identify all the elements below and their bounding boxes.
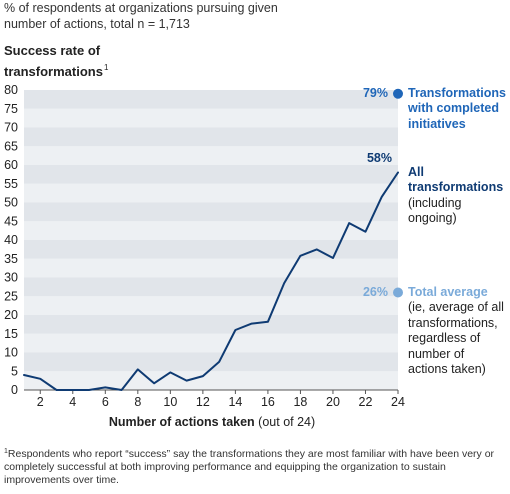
- average-percent-label: 26%: [362, 284, 388, 299]
- x-tick-label: 16: [261, 395, 275, 409]
- grid-band: [24, 258, 398, 278]
- all-annotation-line: All: [408, 164, 424, 179]
- chart-subtitle: % of respondents at organizations pursui…: [4, 1, 278, 31]
- grid-band: [24, 296, 398, 315]
- footnote: 1Respondents who report “success” say th…: [4, 445, 504, 487]
- all-annotation-line: transformations: [408, 180, 504, 194]
- grid-band: [24, 333, 398, 353]
- y-tick-label: 65: [4, 139, 18, 153]
- average-annotation-line: actions taken): [408, 362, 486, 376]
- grid-band: [24, 277, 398, 297]
- y-tick-label: 55: [4, 177, 18, 191]
- y-tick-label: 40: [4, 233, 18, 247]
- x-axis-title: Number of actions taken (out of 24): [0, 415, 424, 429]
- all-annotation-line: (including: [408, 195, 462, 210]
- grid-band: [24, 108, 398, 128]
- all-percent-label: 58%: [366, 150, 392, 165]
- completed-percent-label: 79%: [362, 85, 388, 100]
- grid-band: [24, 371, 398, 390]
- y-axis-title-footnote-marker: 1: [103, 63, 109, 72]
- series-line: [23, 171, 399, 391]
- grid-band: [24, 202, 398, 222]
- grid-band: [24, 90, 398, 109]
- completed-annotation-line: initiatives: [408, 116, 466, 131]
- all-annotation: All transformations (including ongoing): [408, 165, 503, 227]
- y-tick-label: 30: [4, 271, 18, 285]
- average-annotation-line: transformations,: [408, 315, 498, 330]
- x-tick-label: 20: [326, 395, 340, 409]
- footnote-marker: 1: [4, 448, 8, 455]
- completed-annotation-line: with completed: [408, 101, 499, 116]
- y-tick-label: 35: [4, 252, 18, 266]
- all-annotation-line: ongoing): [408, 211, 457, 225]
- y-tick-label: 70: [4, 121, 18, 135]
- y-tick-label: 75: [4, 102, 18, 116]
- x-tick-label: 6: [102, 395, 109, 409]
- x-tick-label: 10: [163, 395, 177, 409]
- grid-band: [24, 127, 398, 147]
- y-axis-title-text: Success rate of transformations: [4, 43, 103, 79]
- grid-band: [24, 352, 398, 372]
- x-tick-label: 24: [391, 395, 405, 409]
- grid-band: [24, 165, 398, 184]
- grid-band: [24, 315, 398, 334]
- x-tick-label: 18: [293, 395, 307, 409]
- y-tick-label: 50: [4, 196, 18, 210]
- x-tick-label: 2: [37, 395, 44, 409]
- y-tick-label: 0: [11, 383, 18, 397]
- grid-band: [24, 221, 398, 240]
- average-annotation-line: (ie, average of all: [408, 300, 504, 314]
- x-tick-label: 22: [359, 395, 373, 409]
- y-tick-label: 5: [11, 364, 18, 378]
- average-annotation: Total average (ie, average of all transfor…: [408, 285, 504, 378]
- y-tick-label: 10: [4, 346, 18, 360]
- grid-band: [24, 240, 398, 259]
- x-axis-title-suffix: (out of 24): [254, 415, 316, 429]
- y-tick-label: 15: [4, 327, 18, 341]
- completed-marker-dot: [393, 88, 403, 99]
- average-annotation-line: regardless of: [408, 331, 481, 345]
- x-tick-label: 14: [228, 395, 242, 409]
- average-annotation-line: number of: [408, 346, 465, 361]
- average-marker-dot: [393, 287, 403, 298]
- y-tick-label: 60: [4, 158, 18, 172]
- grid-band: [24, 183, 398, 203]
- completed-annotation-line: Transformations: [408, 85, 506, 100]
- grid-band: [24, 146, 398, 165]
- y-tick-label: 80: [4, 83, 18, 97]
- y-tick-label: 45: [4, 214, 18, 228]
- x-tick-label: 12: [196, 395, 210, 409]
- average-annotation-line: Total average: [408, 284, 488, 299]
- y-tick-label: 20: [4, 308, 18, 322]
- x-tick-label: 4: [69, 395, 76, 409]
- y-axis-title: Success rate of transformations1: [4, 42, 114, 80]
- completed-annotation: Transformations with completed initiatives: [408, 86, 506, 133]
- x-axis-title-text: Number of actions taken: [108, 415, 255, 429]
- x-tick-label: 8: [134, 395, 141, 409]
- y-tick-label: 25: [4, 289, 18, 303]
- footnote-text: Respondents who report “success” say the…: [4, 448, 495, 486]
